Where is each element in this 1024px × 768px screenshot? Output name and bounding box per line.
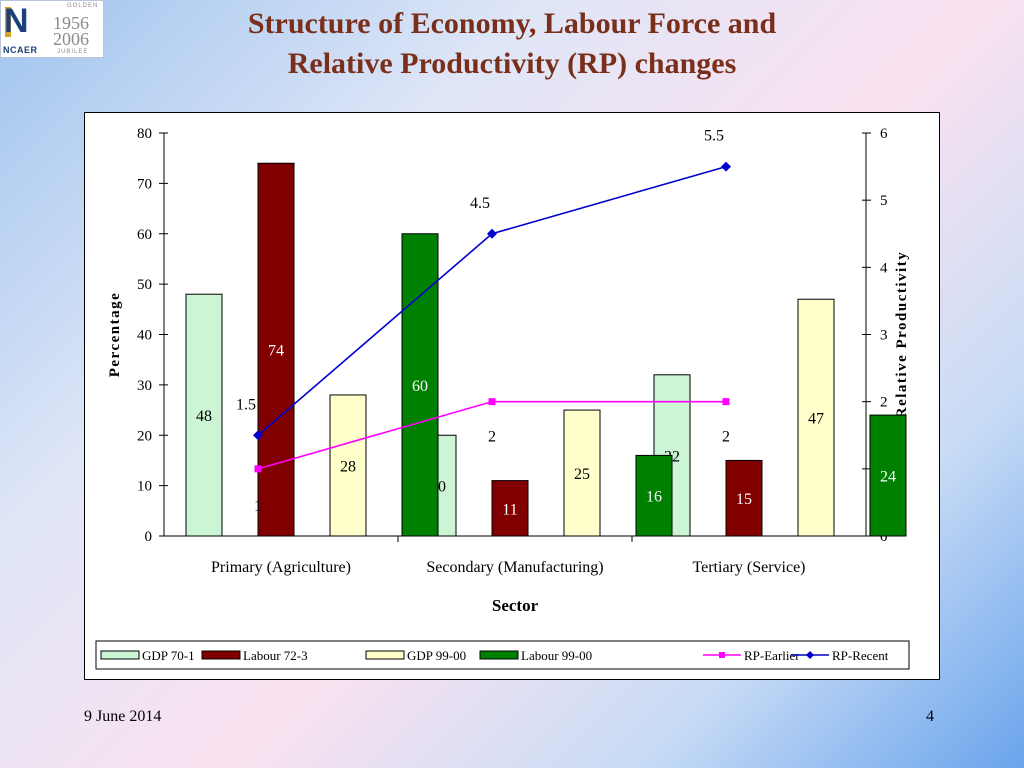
bar-gdp-99-00-primary-agriculture	[329, 394, 367, 537]
line-value-label: 2	[722, 429, 730, 446]
legend-swatch-labour-99-00	[479, 650, 519, 660]
left-y-tick-label: 40	[137, 328, 152, 344]
bar-value-label: 48	[196, 408, 212, 425]
legend-swatch-gdp-70-1	[100, 650, 140, 660]
left-y-axis-title: Percentage	[107, 292, 123, 378]
point-rp-recent	[487, 228, 497, 239]
legend-swatch-labour-72-3	[201, 650, 241, 660]
right-y-tick-label: 4	[880, 260, 888, 276]
logo-n-icon: N	[4, 2, 29, 40]
logo-accent-bar	[5, 7, 11, 37]
left-y-tick-label: 20	[137, 428, 152, 444]
left-y-tick-label: 80	[137, 126, 152, 142]
ncaer-golden-jubilee-logo: N GOLDEN 1956 2006 NCAER JUBILEE	[0, 0, 104, 58]
line-value-label: 5.5	[704, 128, 724, 145]
point-rp-earlier	[722, 398, 730, 406]
slide-date: 9 June 2014	[84, 708, 162, 725]
point-rp-earlier	[488, 398, 496, 406]
right-y-tick-label: 0	[880, 529, 888, 545]
legend-label-rp-recent: RP-Recent	[832, 648, 889, 663]
legend-swatch-gdp-99-00	[365, 650, 405, 660]
left-y-tick-label: 60	[137, 227, 152, 243]
bar-gdp-99-00-tertiary-service	[797, 298, 835, 537]
left-y-tick-label: 70	[137, 176, 152, 192]
right-y-tick-label: 5	[880, 193, 888, 209]
slide-title-line-2: Relative Productivity (RP) changes	[287, 47, 737, 80]
bar-value-label: 74	[268, 343, 284, 360]
bar-value-label: 24	[880, 469, 896, 486]
logo-jubilee-text: JUBILEE	[57, 49, 89, 55]
logo-year-top: 1956	[53, 13, 89, 33]
right-y-tick-label: 2	[880, 395, 888, 411]
x-tick-label-tertiary-service: Tertiary (Service)	[692, 559, 805, 576]
legend-label-rp-earlier: RP-Earlier	[744, 648, 800, 663]
point-rp-recent	[253, 430, 263, 441]
bar-labour-72-3-tertiary-service	[725, 459, 763, 537]
bar-value-label: 15	[736, 491, 752, 508]
right-y-tick-label: 6	[880, 126, 888, 142]
bar-gdp-99-00-secondary-manufacturing	[563, 409, 601, 537]
left-y-tick-label: 30	[137, 378, 152, 394]
line-value-label: 1.5	[236, 396, 256, 413]
left-y-tick-label: 10	[137, 479, 152, 495]
x-axis-title: Sector	[492, 596, 539, 615]
bar-value-label: 60	[412, 378, 428, 395]
bar-labour-72-3-primary-agriculture	[257, 162, 295, 537]
legend-label-labour-99-00: Labour 99-00	[521, 648, 592, 663]
bar-value-label: 28	[340, 458, 356, 475]
line-value-label: 2	[488, 429, 496, 446]
right-y-axis-title: Relative Productivity	[894, 251, 910, 418]
legend-label-labour-72-3: Labour 72-3	[243, 648, 308, 663]
logo-year-bottom: 2006	[53, 29, 89, 49]
bar-labour-99-00-primary-agriculture	[401, 233, 439, 537]
point-rp-earlier	[254, 465, 262, 473]
left-y-tick-label: 0	[145, 529, 153, 545]
right-y-tick-label: 3	[880, 328, 888, 344]
bar-value-label: 16	[646, 489, 662, 506]
left-y-tick-label: 50	[137, 277, 152, 293]
logo-golden-text: GOLDEN	[67, 3, 99, 9]
bar-value-label: 11	[502, 501, 517, 518]
slide-title: Structure of Economy, Labour Force and R…	[120, 4, 904, 84]
x-tick-label-secondary-manufacturing: Secondary (Manufacturing)	[426, 559, 603, 576]
line-value-label: 1	[254, 498, 262, 515]
slide-page-number: 4	[926, 708, 934, 725]
legend-label-gdp-99-00: GDP 99-00	[407, 648, 466, 663]
point-rp-recent	[721, 161, 731, 172]
bar-gdp-70-1-primary-agriculture	[185, 293, 223, 537]
logo-brand-text: NCAER	[3, 45, 38, 55]
x-tick-label-primary-agriculture: Primary (Agriculture)	[211, 559, 351, 576]
bar-value-label: 25	[574, 466, 590, 483]
bar-labour-99-00-secondary-manufacturing	[635, 454, 673, 537]
sector-productivity-chart: 0 10 20 30 40 50 60 70 80 0 1 2 3 4 5 6 Primary (Agricul…	[95, 126, 910, 670]
legend-label-gdp-70-1: GDP 70-1	[142, 648, 195, 663]
chart-frame: 0 10 20 30 40 50 60 70 80 0 1 2 3 4 5 6 Primary (Agricul…	[84, 112, 940, 680]
slide-title-line-1: Structure of Economy, Labour Force and	[247, 7, 777, 40]
legend-marker-rp-recent	[806, 651, 814, 659]
bar-value-label: 47	[808, 411, 824, 428]
legend-marker-rp-earlier	[719, 652, 725, 658]
bar-labour-99-00-tertiary-service	[869, 414, 907, 537]
line-value-label: 4.5	[470, 195, 490, 212]
bar-labour-72-3-secondary-manufacturing	[491, 480, 529, 537]
